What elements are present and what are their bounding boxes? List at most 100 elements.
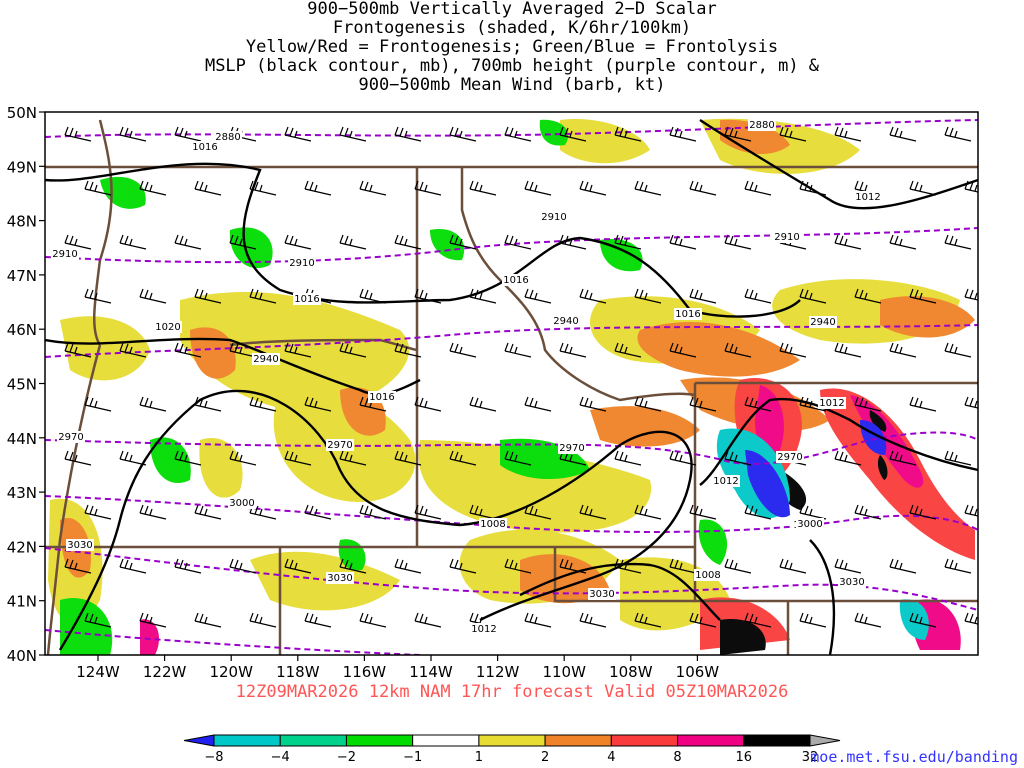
height-label-bg bbox=[252, 353, 280, 365]
wind-barb bbox=[579, 612, 607, 628]
wind-barb bbox=[964, 180, 978, 193]
mslp-label: 1016 bbox=[675, 309, 700, 320]
wind-barb bbox=[559, 558, 587, 574]
wind-barb bbox=[944, 558, 972, 574]
height-label: 3030 bbox=[327, 573, 352, 584]
wind-barb bbox=[249, 396, 277, 412]
colorbar-label: 1 bbox=[475, 750, 483, 765]
wind-barb bbox=[834, 342, 862, 358]
colorbar-label: 2 bbox=[541, 750, 549, 765]
wind-barb bbox=[744, 612, 772, 628]
wind-barb bbox=[909, 288, 937, 304]
height-label: 2910 bbox=[541, 212, 566, 223]
height-label: 2970 bbox=[58, 432, 83, 443]
colorbar-label: 16 bbox=[736, 750, 753, 765]
title-line-5: 900−500mb Mean Wind (barb, kt) bbox=[358, 75, 666, 95]
wind-barb bbox=[284, 450, 312, 466]
height-label: 2970 bbox=[559, 443, 584, 454]
mslp-label-bg bbox=[479, 518, 507, 530]
wind-barb bbox=[229, 234, 257, 250]
colorbar-label: 32 bbox=[802, 750, 819, 765]
lat-label: 48N bbox=[7, 213, 37, 231]
mslp-label: 1008 bbox=[480, 519, 505, 530]
wind-barb bbox=[394, 558, 422, 574]
height-label-bg bbox=[558, 442, 586, 454]
wind-barb bbox=[194, 396, 222, 412]
wind-barb bbox=[229, 342, 257, 358]
wind-barb bbox=[579, 504, 607, 520]
wind-barb bbox=[339, 234, 367, 250]
wind-barb bbox=[614, 234, 642, 250]
wind-barb bbox=[84, 180, 112, 196]
lon-label: 108W bbox=[609, 663, 653, 681]
colorbar-segment bbox=[412, 734, 480, 747]
wind-barb bbox=[139, 612, 167, 628]
wind-barb bbox=[359, 612, 387, 628]
wind-barb bbox=[909, 180, 937, 196]
wind-barb bbox=[119, 558, 147, 574]
mslp-label-bg bbox=[674, 308, 702, 320]
wind-barb bbox=[174, 450, 202, 466]
wind-barb bbox=[229, 450, 257, 466]
wind-barb bbox=[64, 558, 92, 574]
colorbar-segment bbox=[183, 734, 215, 747]
wind-barb bbox=[559, 450, 587, 466]
wind-barb bbox=[799, 396, 827, 412]
wind-barb bbox=[834, 126, 862, 142]
height-label: 2880 bbox=[215, 132, 240, 143]
wind-barb bbox=[449, 234, 477, 250]
wind-barb bbox=[394, 234, 422, 250]
colorbar-segment bbox=[478, 734, 546, 747]
wind-barb bbox=[414, 612, 442, 628]
wind-barb bbox=[174, 126, 202, 142]
wind-barb bbox=[799, 288, 827, 304]
wind-barb bbox=[359, 288, 387, 304]
forecast-valid-subtitle: 12Z09MAR2026 12km NAM 17hr forecast Vali… bbox=[235, 682, 789, 702]
wind-barb bbox=[579, 180, 607, 196]
colorbar-label: −8 bbox=[204, 750, 223, 765]
wind-barb bbox=[339, 126, 367, 142]
wind-barb bbox=[139, 504, 167, 520]
wind-barb bbox=[304, 396, 332, 412]
height-label-bg bbox=[809, 316, 837, 328]
height-label-bg bbox=[326, 439, 354, 451]
wind-barb bbox=[964, 504, 978, 517]
title-line-1: 900−500mb Vertically Averaged 2−D Scalar bbox=[307, 0, 717, 19]
lat-label: 41N bbox=[7, 593, 37, 611]
source-credit-link[interactable]: moe.met.fsu.edu/banding bbox=[810, 748, 1018, 766]
wind-barb bbox=[579, 396, 607, 412]
height-label: 2910 bbox=[52, 249, 77, 260]
wind-barb bbox=[249, 180, 277, 196]
lon-label: 110W bbox=[542, 663, 586, 681]
lat-label: 49N bbox=[7, 158, 37, 176]
height-label: 2940 bbox=[810, 317, 835, 328]
colorbar-label: −1 bbox=[403, 750, 422, 765]
colorbar-segment bbox=[213, 734, 281, 747]
wind-barb bbox=[834, 558, 862, 574]
wind-barb bbox=[634, 180, 662, 196]
height-label-bg bbox=[588, 588, 616, 600]
mslp-label-bg bbox=[712, 475, 740, 487]
lat-label: 45N bbox=[7, 376, 37, 394]
wind-barb bbox=[229, 558, 257, 574]
height-label: 2970 bbox=[327, 440, 352, 451]
lon-label: 106W bbox=[676, 663, 720, 681]
wind-barb bbox=[524, 180, 552, 196]
wind-barb bbox=[339, 342, 367, 358]
lat-label: 43N bbox=[7, 484, 37, 502]
lon-label: 112W bbox=[476, 663, 520, 681]
wind-barb bbox=[909, 612, 937, 628]
wind-barb bbox=[64, 342, 92, 358]
wind-barb bbox=[394, 450, 422, 466]
wind-barb bbox=[689, 612, 717, 628]
wind-barb bbox=[744, 504, 772, 520]
wind-barb bbox=[284, 342, 312, 358]
wind-barb bbox=[834, 234, 862, 250]
wind-barb bbox=[909, 504, 937, 520]
wind-barb bbox=[64, 450, 92, 466]
height-label: 2910 bbox=[289, 258, 314, 269]
height-label-bg bbox=[552, 315, 580, 327]
height-label: 3030 bbox=[839, 577, 864, 588]
colorbar-segment bbox=[345, 734, 414, 747]
